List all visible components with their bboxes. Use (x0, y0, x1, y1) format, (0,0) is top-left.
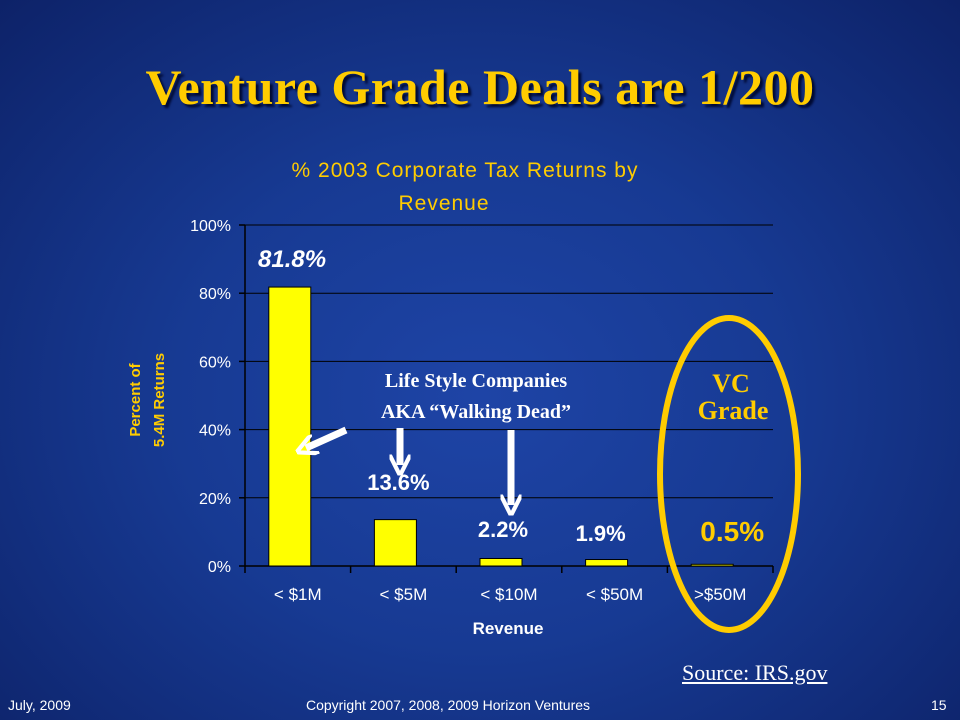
x-tick-label: < $5M (380, 585, 428, 604)
y-tick-label: 20% (199, 491, 231, 508)
data-label-3: 2.2% (478, 517, 528, 542)
chart-gridlines (245, 224, 773, 499)
lifestyle-annotation-line1: Life Style Companies (385, 370, 567, 392)
lifestyle-annotation-line2: AKA “Walking Dead” (381, 401, 571, 423)
bar-1 (268, 286, 312, 567)
footer-date: July, 2009 (8, 697, 71, 713)
vc-grade-highlight-ellipse (657, 315, 801, 633)
slide-title: Venture Grade Deals are 1/200 (145, 59, 815, 115)
x-axis-label: Revenue (473, 619, 544, 638)
bar-5 (690, 563, 734, 567)
y-tick-label: 80% (199, 286, 231, 303)
y-tick-label: 100% (190, 218, 231, 235)
chart-title-line1: % 2003 Corporate Tax Returns by (292, 159, 639, 182)
arrow-to-under-1m-bar (306, 426, 348, 448)
x-tick-label: < $10M (480, 585, 537, 604)
data-label-2: 13.6% (367, 470, 429, 495)
data-label-4: 1.9% (576, 521, 626, 546)
vc-grade-label-line2: Grade (698, 396, 769, 425)
vc-grade-label-line1: VC (712, 369, 750, 398)
data-label-1: 81.8% (258, 246, 326, 273)
x-tick-label: < $50M (586, 585, 643, 604)
footer-page-number: 15 (931, 697, 947, 713)
y-axis-label-line1: Percent of (127, 362, 144, 436)
bar-3 (479, 557, 523, 567)
chart-bars (268, 286, 734, 567)
footer-copyright: Copyright 2007, 2008, 2009 Horizon Ventu… (305, 697, 591, 713)
x-tick-label: >$50M (694, 585, 746, 604)
y-tick-label: 0% (208, 559, 231, 576)
y-tick-label: 60% (199, 354, 231, 371)
chart-labels: 0% 20% 40% 60% 80% 100% < $1M 81.8% < $5M 13.6% < … (190, 218, 764, 604)
y-axis-label-line2: 5.4M Returns (151, 353, 168, 447)
source-link[interactable]: Source: IRS.gov (682, 660, 828, 685)
bar-2 (373, 519, 417, 567)
data-label-5: 0.5% (700, 516, 764, 547)
x-tick-label: < $1M (274, 585, 322, 604)
y-tick-label: 40% (199, 423, 231, 440)
bar-4 (585, 559, 629, 567)
chart-title-line2: Revenue (398, 192, 489, 215)
